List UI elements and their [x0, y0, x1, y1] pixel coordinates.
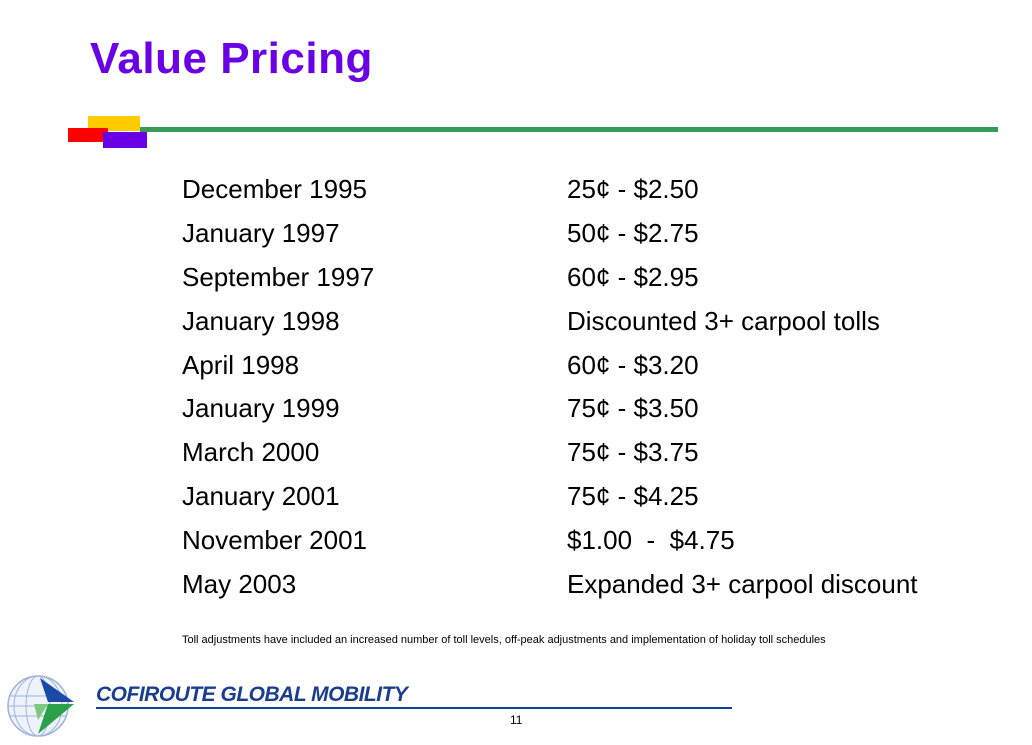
row-price: 50¢ - $2.75: [567, 218, 699, 249]
title-divider: [140, 127, 998, 132]
brand-name: COFIROUTE GLOBAL MOBILITY: [96, 683, 408, 706]
page-number: 11: [510, 713, 523, 727]
timeline-row: November 2001 $1.00 - $4.75: [182, 518, 1002, 562]
row-price: 25¢ - $2.50: [567, 174, 699, 205]
timeline-row: January 2001 75¢ - $4.25: [182, 475, 1002, 519]
row-price: $1.00 - $4.75: [567, 524, 735, 555]
timeline-row: January 1997 50¢ - $2.75: [182, 212, 1002, 256]
row-date: January 2001: [182, 480, 340, 511]
row-price: 75¢ - $3.50: [567, 393, 699, 424]
row-date: March 2000: [182, 437, 320, 468]
globe-logo-icon: [4, 668, 84, 740]
decor-yellow-block: [88, 116, 140, 131]
row-price: 75¢ - $4.25: [567, 480, 699, 511]
row-date: December 1995: [182, 174, 367, 205]
row-date: April 1998: [182, 349, 300, 380]
slide-title: Value Pricing: [90, 34, 373, 83]
timeline-row: May 2003 Expanded 3+ carpool discount: [182, 562, 1002, 606]
timeline-row: December 1995 25¢ - $2.50: [182, 168, 1002, 212]
decor-red-block: [68, 128, 108, 142]
row-date: January 1998: [182, 305, 340, 336]
row-price: 60¢ - $3.20: [567, 349, 699, 380]
timeline-row: March 2000 75¢ - $3.75: [182, 431, 1002, 475]
footnote: Toll adjustments have included an increa…: [182, 634, 826, 646]
row-date: September 1997: [182, 261, 375, 292]
timeline-row: September 1997 60¢ - $2.95: [182, 256, 1002, 300]
row-date: November 2001: [182, 524, 367, 555]
row-date: January 1997: [182, 218, 340, 249]
row-price: 60¢ - $2.95: [567, 261, 699, 292]
decor-purple-block: [103, 132, 147, 148]
row-price: Expanded 3+ carpool discount: [567, 568, 918, 599]
pricing-timeline: December 1995 25¢ - $2.50 January 1997 5…: [182, 168, 1002, 606]
row-price: Discounted 3+ carpool tolls: [567, 305, 880, 336]
brand-divider: [96, 707, 732, 709]
timeline-row: April 1998 60¢ - $3.20: [182, 343, 1002, 387]
row-date: May 2003: [182, 568, 297, 599]
row-date: January 1999: [182, 393, 340, 424]
timeline-row: January 1998 Discounted 3+ carpool tolls: [182, 299, 1002, 343]
row-price: 75¢ - $3.75: [567, 437, 699, 468]
timeline-row: January 1999 75¢ - $3.50: [182, 387, 1002, 431]
